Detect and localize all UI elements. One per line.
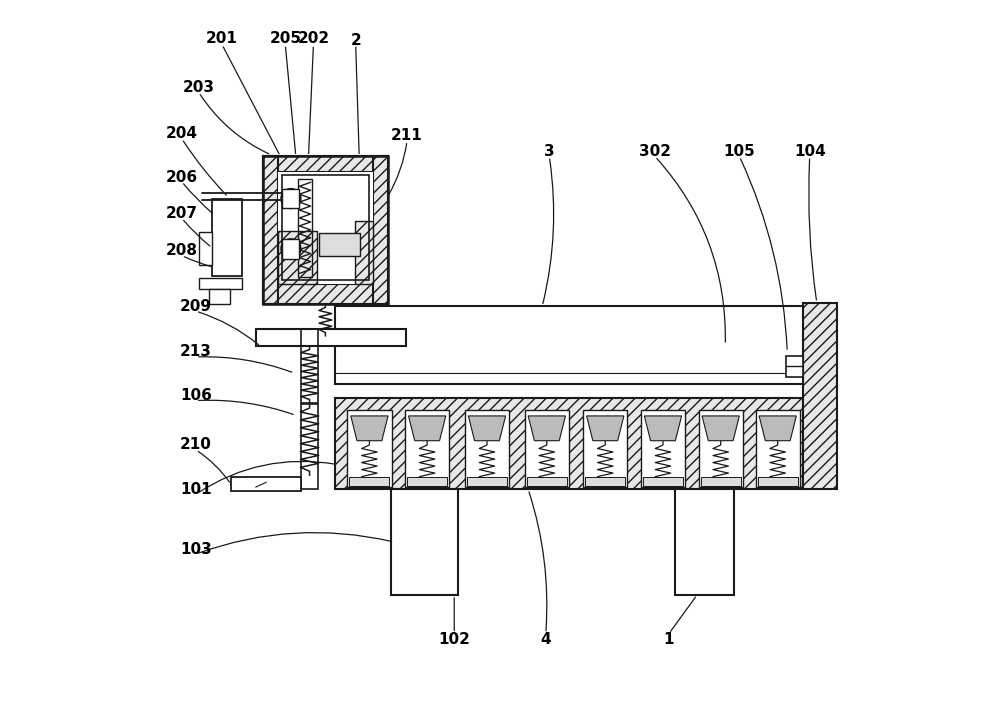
Bar bbox=[212, 199, 242, 276]
Bar bbox=[263, 156, 388, 172]
Bar bbox=[209, 289, 230, 304]
Bar bbox=[465, 410, 509, 487]
Bar bbox=[355, 220, 373, 284]
Bar bbox=[335, 398, 803, 489]
Bar bbox=[641, 410, 685, 487]
Polygon shape bbox=[528, 416, 565, 441]
Bar bbox=[675, 489, 734, 595]
Polygon shape bbox=[587, 416, 624, 441]
Bar bbox=[391, 489, 458, 595]
Text: 205: 205 bbox=[269, 31, 301, 46]
Bar bbox=[301, 329, 318, 403]
Text: 302: 302 bbox=[639, 144, 671, 159]
Bar bbox=[758, 477, 798, 486]
Bar bbox=[298, 179, 312, 277]
Polygon shape bbox=[644, 416, 682, 441]
Circle shape bbox=[281, 189, 301, 208]
Bar bbox=[373, 156, 388, 304]
Text: 211: 211 bbox=[391, 127, 423, 143]
Text: 204: 204 bbox=[166, 126, 198, 142]
Text: 103: 103 bbox=[180, 541, 212, 557]
Bar bbox=[699, 410, 743, 487]
Bar bbox=[803, 303, 837, 489]
Bar bbox=[278, 231, 317, 284]
Bar bbox=[583, 410, 627, 487]
Bar bbox=[349, 477, 389, 486]
Text: 101: 101 bbox=[180, 482, 212, 497]
Text: 102: 102 bbox=[438, 631, 470, 647]
Bar bbox=[467, 477, 507, 486]
Text: 213: 213 bbox=[180, 344, 212, 360]
Text: 202: 202 bbox=[297, 31, 330, 46]
Bar bbox=[756, 410, 800, 487]
Bar bbox=[301, 404, 318, 489]
Bar bbox=[231, 477, 301, 491]
Polygon shape bbox=[351, 416, 388, 441]
Circle shape bbox=[281, 239, 301, 258]
Text: 1: 1 bbox=[664, 631, 674, 647]
Bar bbox=[278, 172, 373, 284]
Bar bbox=[319, 233, 360, 256]
Bar bbox=[199, 232, 212, 265]
Bar bbox=[199, 278, 242, 289]
Text: 2: 2 bbox=[350, 33, 361, 49]
Text: 203: 203 bbox=[183, 80, 215, 95]
Bar bbox=[263, 156, 278, 304]
Polygon shape bbox=[759, 416, 796, 441]
Bar bbox=[256, 329, 406, 346]
Bar bbox=[282, 175, 369, 280]
Text: 207: 207 bbox=[166, 206, 198, 221]
Bar bbox=[527, 477, 567, 486]
Bar bbox=[701, 477, 741, 486]
Bar bbox=[263, 284, 388, 304]
Polygon shape bbox=[409, 416, 446, 441]
Text: 106: 106 bbox=[180, 388, 212, 403]
Text: 104: 104 bbox=[794, 144, 826, 159]
Text: 4: 4 bbox=[540, 631, 551, 647]
Text: 208: 208 bbox=[166, 243, 198, 258]
Bar bbox=[282, 189, 299, 208]
Bar bbox=[282, 239, 299, 258]
Bar bbox=[407, 477, 447, 486]
Polygon shape bbox=[702, 416, 739, 441]
Polygon shape bbox=[468, 416, 506, 441]
Text: 3: 3 bbox=[544, 144, 555, 159]
Text: 105: 105 bbox=[723, 144, 755, 159]
Text: 206: 206 bbox=[166, 170, 198, 185]
Bar bbox=[786, 356, 803, 377]
Bar bbox=[525, 410, 569, 487]
Text: 209: 209 bbox=[180, 298, 212, 314]
Bar bbox=[335, 306, 803, 384]
Bar bbox=[643, 477, 683, 486]
Text: 201: 201 bbox=[206, 31, 238, 46]
Bar bbox=[585, 477, 625, 486]
Bar bbox=[263, 156, 388, 304]
Text: 210: 210 bbox=[180, 437, 212, 453]
Bar bbox=[405, 410, 449, 487]
Bar bbox=[347, 410, 392, 487]
